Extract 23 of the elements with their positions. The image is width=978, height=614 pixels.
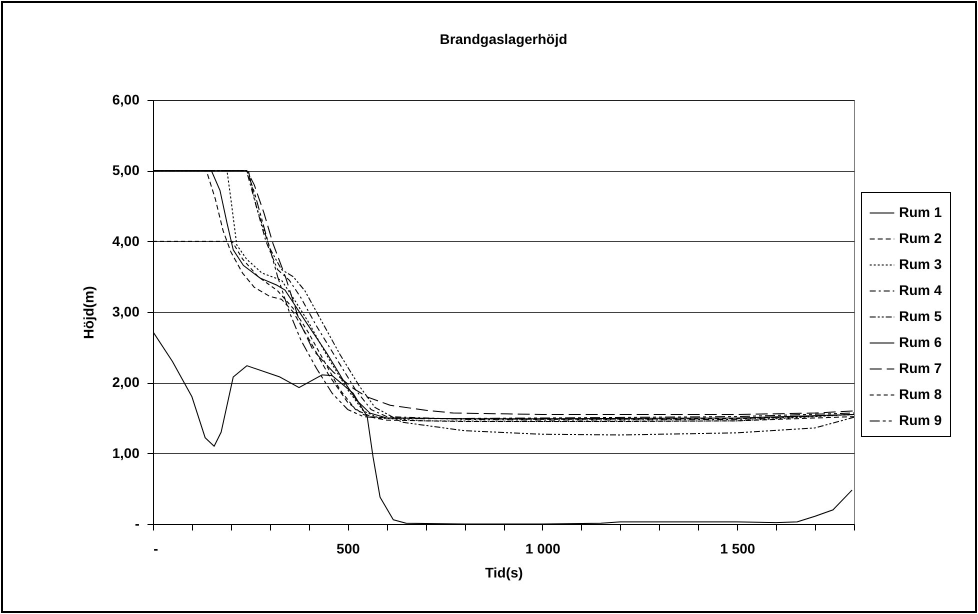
legend-label: Rum 3 (899, 256, 942, 272)
chart-title: Brandgaslagerhöjd (440, 31, 568, 47)
y-tick-label: 3,00 (112, 304, 140, 320)
legend-label: Rum 8 (899, 386, 942, 402)
y-tick-label: 4,00 (112, 232, 140, 249)
y-tick-label: - (134, 516, 140, 532)
x-tick-label: 500 (336, 540, 360, 556)
legend-label: Rum 2 (899, 230, 942, 246)
y-axis-title: Höjd(m) (80, 286, 96, 339)
x-axis-title: Tid(s) (485, 564, 523, 580)
legend-label: Rum 6 (899, 334, 942, 350)
y-tick-label: 5,00 (112, 162, 140, 178)
legend-label: Rum 9 (899, 412, 942, 428)
y-tick-label: 2,00 (112, 374, 140, 390)
x-tick-label: 1 000 (525, 540, 561, 556)
y-tick-label: 6,00 (112, 92, 140, 108)
y-tick-label: 1,00 (112, 444, 140, 461)
x-tick-label: - (154, 540, 158, 556)
x-tick-label: 1 500 (720, 540, 756, 556)
legend-label: Rum 5 (899, 308, 942, 324)
legend-label: Rum 7 (899, 360, 942, 376)
legend-label: Rum 1 (899, 204, 942, 220)
legend-label: Rum 4 (899, 282, 942, 298)
